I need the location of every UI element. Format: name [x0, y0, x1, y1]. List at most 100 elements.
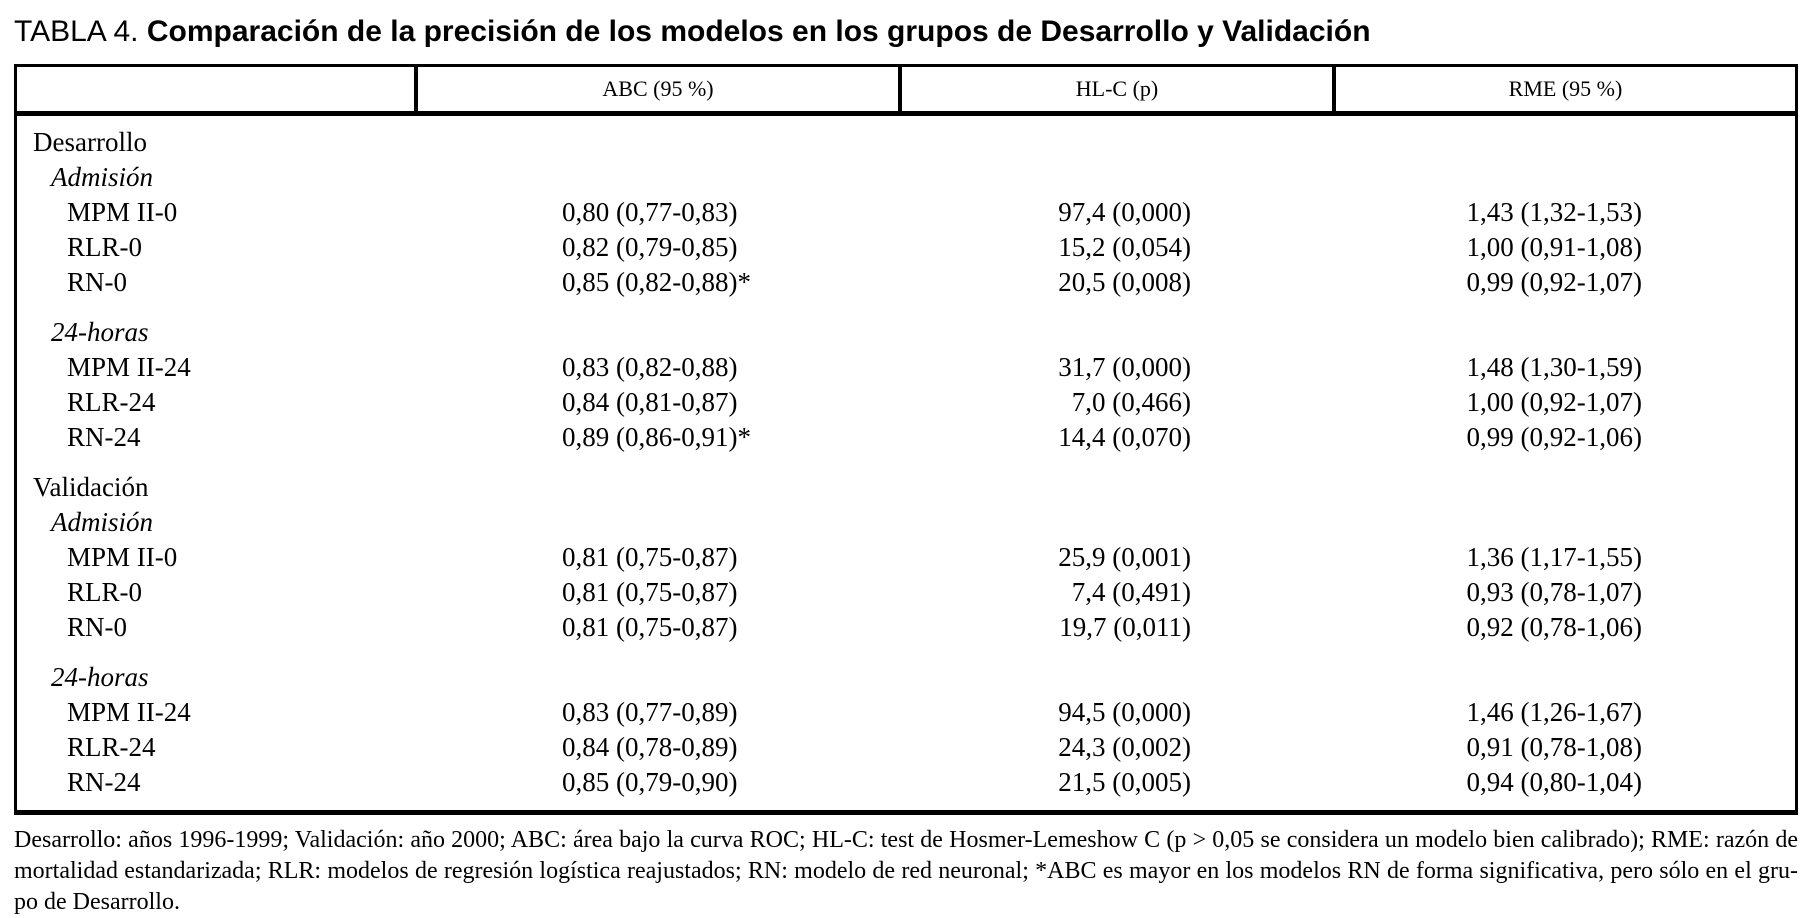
cell-abc [416, 455, 900, 505]
cell-hlc [900, 645, 1334, 695]
rme-value: 0,92 (0,78-1,06) [1466, 612, 1642, 642]
cell-rme [1334, 300, 1795, 350]
abc-value: 0,81 (0,75-0,87) [562, 612, 738, 642]
cell-hlc: 20,5 (0,008) [900, 265, 1334, 300]
cell-rme: 0,99 (0,92-1,07) [1334, 265, 1795, 300]
cell-hlc [900, 505, 1334, 540]
table-row: MPM II-24 0,83 (0,77-0,89) 94,5 (0,000) 1,4… [17, 695, 1795, 730]
hlc-value: 7,4 (0,491) [1071, 577, 1191, 607]
row-label: Admisión [51, 162, 154, 192]
cell-hlc [900, 160, 1334, 195]
cell-abc [416, 300, 900, 350]
cell-abc: 0,81 (0,75-0,87) [416, 575, 900, 610]
cell-abc: 0,80 (0,77-0,83) [416, 195, 900, 230]
hlc-value: 31,7 (0,000) [1058, 352, 1191, 382]
rme-value: 0,91 (0,78-1,08) [1466, 732, 1642, 762]
cell-hlc [900, 455, 1334, 505]
row-label: MPM II-24 [67, 352, 191, 382]
footnote-line: Desarrollo: años 1996-1999; Validación: … [14, 827, 1798, 853]
table-row: MPM II-0 0,80 (0,77-0,83) 97,4 (0,000) 1,43… [17, 195, 1795, 230]
cell-rme: 1,00 (0,91-1,08) [1334, 230, 1795, 265]
cell-abc: 0,83 (0,82-0,88) [416, 350, 900, 385]
hlc-value: 20,5 (0,008) [1058, 267, 1191, 297]
table-title-text: Comparación de la precisión de los model… [146, 15, 1371, 48]
table-header: ABC (95 %) HL-C (p) RME (95 %) [17, 67, 1795, 116]
section-row: Validación [17, 455, 1795, 505]
cell-abc: 0,84 (0,81-0,87) [416, 385, 900, 420]
cell-hlc: 7,4 (0,491) [900, 575, 1334, 610]
cell-rme [1334, 505, 1795, 540]
hlc-value: 97,4 (0,000) [1058, 197, 1191, 227]
abc-value: 0,85 (0,82-0,88)* [562, 267, 751, 297]
cell-abc: 0,81 (0,75-0,87) [416, 610, 900, 645]
row-label: MPM II-0 [67, 542, 178, 572]
row-label: 24-horas [51, 662, 149, 692]
cell-rme: 0,92 (0,78-1,06) [1334, 610, 1795, 645]
row-label: RN-0 [67, 267, 127, 297]
cell-rme: 1,48 (1,30-1,59) [1334, 350, 1795, 385]
cell-rme: 1,00 (0,92-1,07) [1334, 385, 1795, 420]
cell-abc [416, 505, 900, 540]
rme-value: 1,46 (1,26-1,67) [1466, 697, 1642, 727]
cell-hlc: 7,0 (0,466) [900, 385, 1334, 420]
abc-value: 0,84 (0,81-0,87) [562, 387, 738, 417]
cell-rme [1334, 455, 1795, 505]
hlc-value: 14,4 (0,070) [1058, 422, 1191, 452]
header-cell-hlc: HL-C (p) [898, 67, 1334, 116]
cell-hlc: 97,4 (0,000) [900, 195, 1334, 230]
row-label: Admisión [51, 507, 154, 537]
section-row: Desarrollo [17, 114, 1795, 161]
abc-value: 0,84 (0,78-0,89) [562, 732, 738, 762]
cell-rme [1334, 645, 1795, 695]
cell-hlc: 25,9 (0,001) [900, 540, 1334, 575]
table-row: MPM II-24 0,83 (0,82-0,88) 31,7 (0,000) 1,4… [17, 350, 1795, 385]
row-label: RLR-24 [67, 387, 156, 417]
comparison-table-container: ABC (95 %) HL-C (p) RME (95 %) Desarroll… [14, 64, 1798, 815]
abc-value: 0,80 (0,77-0,83) [562, 197, 738, 227]
header-cell-rme: RME (95 %) [1332, 67, 1795, 116]
table-row: RLR-24 0,84 (0,81-0,87) 7,0 (0,466) 1,00 (0… [17, 385, 1795, 420]
table-row: MPM II-0 0,81 (0,75-0,87) 25,9 (0,001) 1,36… [17, 540, 1795, 575]
rme-value: 1,00 (0,91-1,08) [1466, 232, 1642, 262]
rme-value: 1,00 (0,92-1,07) [1466, 387, 1642, 417]
rme-value: 1,48 (1,30-1,59) [1466, 352, 1642, 382]
subsection-row: Admisión [17, 160, 1795, 195]
abc-value: 0,81 (0,75-0,87) [562, 577, 738, 607]
hlc-value: 21,5 (0,005) [1058, 767, 1191, 797]
subsection-row: 24-horas [17, 645, 1795, 695]
header-row: ABC (95 %) HL-C (p) RME (95 %) [17, 67, 1795, 116]
row-label: RLR-0 [67, 577, 143, 607]
rme-value: 0,93 (0,78-1,07) [1466, 577, 1642, 607]
cell-hlc: 21,5 (0,005) [900, 765, 1334, 810]
table-row: RN-0 0,81 (0,75-0,87) 19,7 (0,011) 0,92 (0,… [17, 610, 1795, 645]
cell-abc: 0,85 (0,82-0,88)* [416, 265, 900, 300]
cell-hlc [900, 300, 1334, 350]
table-title: TABLA 4. Comparación de la precisión de … [14, 12, 1798, 52]
hlc-value: 94,5 (0,000) [1058, 697, 1191, 727]
abc-value: 0,82 (0,79-0,85) [562, 232, 738, 262]
cell-hlc: 31,7 (0,000) [900, 350, 1334, 385]
cell-rme: 0,99 (0,92-1,06) [1334, 420, 1795, 455]
cell-hlc: 15,2 (0,054) [900, 230, 1334, 265]
table-row: RLR-24 0,84 (0,78-0,89) 24,3 (0,002) 0,91 (… [17, 730, 1795, 765]
hlc-value: 15,2 (0,054) [1058, 232, 1191, 262]
table-row: RN-24 0,85 (0,79-0,90) 21,5 (0,005) 0,94 (0… [17, 765, 1795, 810]
cell-hlc: 94,5 (0,000) [900, 695, 1334, 730]
cell-rme: 0,91 (0,78-1,08) [1334, 730, 1795, 765]
subsection-row: 24-horas [17, 300, 1795, 350]
subsection-row: Admisión [17, 505, 1795, 540]
cell-abc: 0,82 (0,79-0,85) [416, 230, 900, 265]
rme-value: 0,94 (0,80-1,04) [1466, 767, 1642, 797]
footnote-line: mortalidad estandarizada; RLR: modelos d… [14, 858, 1798, 884]
cell-rme [1334, 114, 1795, 161]
rme-value: 1,43 (1,32-1,53) [1466, 197, 1642, 227]
row-label: Validación [33, 472, 149, 502]
table-title-label: TABLA 4. [14, 15, 139, 48]
row-label: RLR-24 [67, 732, 156, 762]
cell-hlc: 24,3 (0,002) [900, 730, 1334, 765]
table-body: Desarrollo Admisión MPM II-0 0,80 (0,77-0,8… [17, 114, 1795, 811]
footnote-line: po de Desarrollo. [14, 889, 180, 915]
cell-abc: 0,83 (0,77-0,89) [416, 695, 900, 730]
cell-abc [416, 645, 900, 695]
cell-hlc [900, 114, 1334, 161]
